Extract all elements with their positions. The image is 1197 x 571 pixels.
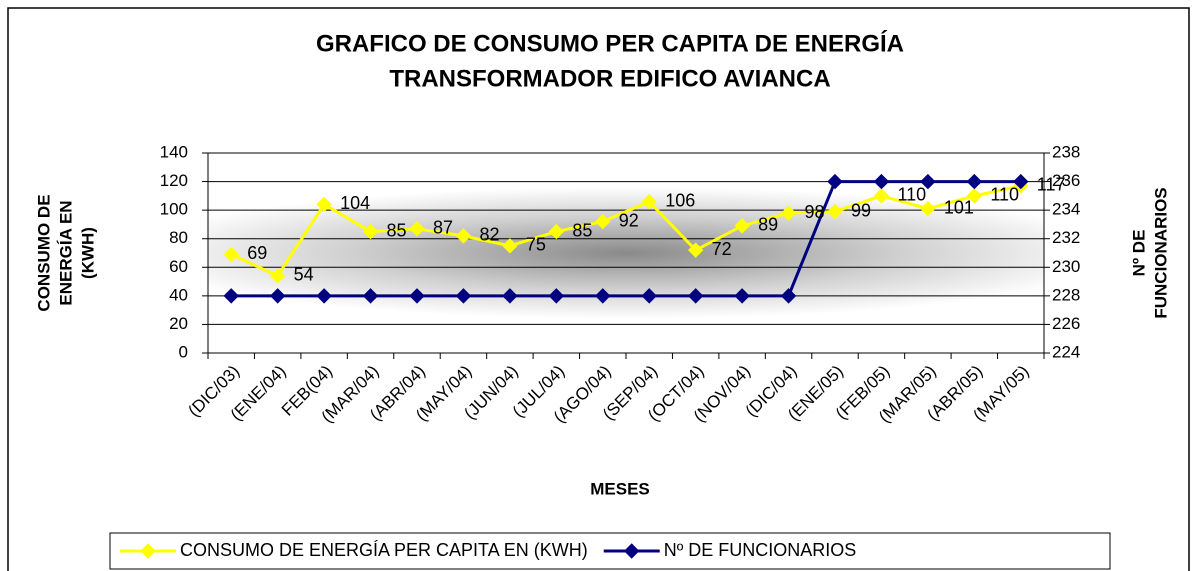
- series-marker: [223, 288, 239, 304]
- series-marker: [827, 173, 843, 190]
- data-label: 75: [526, 235, 546, 255]
- series-marker: [316, 196, 332, 213]
- y-tick-label: 40: [169, 285, 188, 304]
- data-label: 92: [619, 210, 639, 230]
- data-label: 104: [340, 193, 370, 213]
- series-marker: [316, 288, 332, 304]
- series-marker: [548, 288, 565, 304]
- series-marker: [734, 288, 750, 304]
- y2-tick-label: 224: [1052, 342, 1080, 361]
- series-marker: [548, 223, 565, 240]
- data-label: 85: [387, 220, 407, 240]
- series-marker: [455, 288, 472, 304]
- y-tick-label: 20: [169, 314, 188, 333]
- series-marker: [502, 288, 518, 304]
- legend-swatch-marker: [140, 543, 156, 559]
- data-label: 54: [294, 265, 314, 285]
- y2-tick-label: 232: [1052, 228, 1080, 247]
- series-marker: [687, 242, 704, 258]
- data-label: 69: [247, 243, 267, 263]
- data-label: 87: [433, 217, 453, 237]
- series-line: [231, 180, 1021, 298]
- series-marker: [687, 288, 704, 304]
- chart-title: GRAFICO DE CONSUMO PER CAPITA DE ENERGÍA: [316, 29, 904, 57]
- y2-axis-title: FUNCIONARIOS: [1151, 187, 1170, 318]
- series-marker: [827, 203, 843, 220]
- data-label: 72: [712, 239, 732, 259]
- series-marker: [780, 288, 797, 304]
- series-marker: [780, 205, 797, 221]
- y2-tick-label: 238: [1052, 142, 1080, 161]
- chart-title: TRANSFORMADOR EDIFICO AVIANCA: [389, 65, 830, 92]
- y-tick-label: 120: [160, 171, 188, 190]
- series-marker: [641, 193, 657, 210]
- x-axis-title: MESES: [590, 479, 650, 498]
- y-tick-label: 0: [179, 342, 188, 361]
- data-label: 106: [665, 190, 695, 210]
- y-tick-label: 80: [169, 228, 188, 247]
- series-line: [230, 184, 1022, 278]
- data-label: 82: [479, 225, 499, 245]
- data-label: 98: [805, 202, 825, 222]
- series-marker: [920, 201, 936, 217]
- series-marker: [595, 288, 611, 304]
- data-label: 110: [897, 185, 926, 205]
- series-marker: [269, 268, 286, 284]
- legend-swatch-marker: [624, 543, 640, 559]
- series-marker: [873, 173, 890, 190]
- data-label: 89: [758, 215, 778, 235]
- y-axis-title: (KWH): [78, 227, 97, 279]
- y2-tick-label: 234: [1052, 200, 1080, 219]
- series-marker: [223, 246, 239, 263]
- series-marker: [966, 173, 983, 190]
- series-marker: [362, 223, 379, 240]
- series-marker: [455, 228, 472, 244]
- legend-label: CONSUMO DE ENERGÍA PER CAPITA EN (KWH): [180, 540, 588, 560]
- plot-area: [207, 152, 1045, 354]
- y2-axis-title: Nº DE: [1129, 230, 1148, 277]
- series-marker: [1013, 173, 1029, 190]
- y2-tick-label: 230: [1052, 257, 1080, 276]
- y-tick-label: 60: [169, 257, 188, 276]
- series-marker: [734, 218, 750, 234]
- data-label: 99: [851, 200, 871, 220]
- data-label: 85: [572, 220, 592, 240]
- y2-tick-label: 236: [1052, 171, 1080, 190]
- data-label: 110: [990, 185, 1019, 205]
- series-marker: [502, 238, 518, 254]
- y-axis-title: ENERGÍA EN: [56, 200, 75, 305]
- series-marker: [269, 288, 286, 304]
- series-marker: [409, 221, 425, 237]
- data-label: 101: [944, 197, 974, 217]
- series-marker: [595, 213, 611, 230]
- data-label: 117: [1037, 175, 1066, 195]
- series-marker: [362, 288, 379, 304]
- y-tick-label: 100: [160, 200, 188, 219]
- y2-tick-label: 228: [1052, 285, 1080, 304]
- series-marker: [409, 288, 425, 304]
- series-marker: [641, 288, 657, 304]
- legend-label: Nº DE FUNCIONARIOS: [664, 540, 857, 560]
- y2-tick-label: 226: [1052, 314, 1080, 333]
- y-axis-title: CONSUMO DE: [34, 194, 53, 311]
- y-tick-label: 140: [160, 142, 188, 161]
- series-marker: [966, 188, 983, 204]
- series-marker: [920, 173, 936, 190]
- series-marker: [873, 188, 890, 204]
